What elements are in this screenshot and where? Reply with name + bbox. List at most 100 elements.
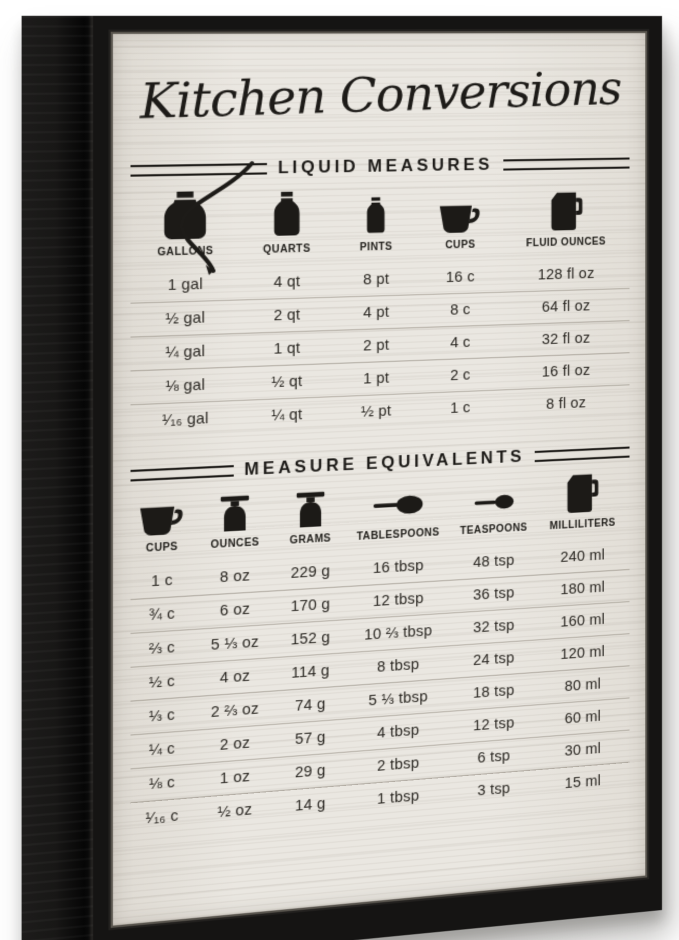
column-header: CUPS	[418, 203, 501, 252]
table-cell: 4 pt	[363, 303, 390, 322]
table-cell: 180 ml	[560, 578, 606, 598]
table-cell: 18 tsp	[473, 682, 515, 702]
section-heading: LIQUID MEASURES	[277, 155, 493, 178]
table-cell: 4 oz	[219, 667, 251, 687]
icon-row: GALLONS QUARTS PINTS CUPS FLUID OUNCES	[131, 183, 630, 260]
pint-bottle-icon	[366, 196, 387, 235]
table-cell: ⅓ c	[148, 706, 176, 726]
table-cell: 5 ⅓ tbsp	[368, 688, 428, 710]
table-cell: 60 ml	[564, 708, 601, 728]
table-cell: 2 pt	[363, 336, 390, 355]
heading-rule-right	[535, 446, 630, 463]
table-cell: ¼ qt	[271, 406, 303, 425]
table-cell: 1 pt	[363, 369, 390, 388]
column-label: QUARTS	[263, 243, 311, 256]
column-header: OUNCES	[193, 493, 276, 552]
column-header: QUARTS	[240, 190, 334, 257]
column-header: PINTS	[333, 196, 418, 255]
column-label: GALLONS	[157, 245, 214, 259]
table-cell: 16 tbsp	[372, 557, 424, 577]
table-cell: ⅛ gal	[165, 376, 206, 395]
picture-frame: Kitchen Conversions LIQUID MEASURES GALL…	[21, 15, 663, 940]
poster-title: Kitchen Conversions	[139, 60, 622, 130]
table-cell: ⅔ c	[148, 639, 176, 658]
table-cell: ½ gal	[165, 309, 206, 328]
table-cell: 1 qt	[273, 339, 301, 358]
table-cell: 1 gal	[167, 275, 204, 294]
table-cell: 229 g	[290, 562, 331, 582]
table-cell: 3 tsp	[477, 779, 511, 800]
table-cell: 2 tbsp	[377, 754, 420, 775]
frame-left-edge	[21, 15, 94, 940]
table-cell: 128 fl oz	[537, 265, 595, 284]
table-cell: 120 ml	[560, 643, 606, 663]
conversion-table: 1 c 8 oz 229 g 16 tbsp 48 tsp 240 ml ¾ c 6 oz 17…	[130, 538, 630, 837]
table-cell: 48 tsp	[473, 552, 515, 571]
table-cell: 8 oz	[219, 567, 251, 586]
table-cell: 1 c	[450, 399, 471, 417]
table-cell: 16 fl oz	[541, 362, 591, 381]
kitchen-scale-icon	[217, 494, 254, 532]
table-cell: 240 ml	[560, 546, 606, 566]
column-label: OUNCES	[210, 536, 260, 552]
gallon-jug-icon	[160, 190, 210, 240]
column-label: FLUID OUNCES	[525, 236, 606, 250]
section-liquid-measures: LIQUID MEASURES GALLONS QUARTS PINTS CUPS FL…	[130, 153, 630, 439]
table-cell: ¹⁄₁₆ gal	[162, 410, 209, 429]
table-cell: 152 g	[290, 628, 331, 649]
column-header: TEASPOONS	[452, 492, 536, 537]
table-cell: 160 ml	[560, 611, 606, 631]
conversion-table: 1 gal 4 qt 8 pt 16 c 128 fl oz ½ gal 2 qt 4 pt 8…	[130, 257, 630, 439]
table-cell: 80 ml	[564, 675, 601, 695]
table-cell: 2 oz	[219, 734, 251, 754]
teaspoon-icon	[473, 494, 514, 519]
icon-row: CUPS OUNCES GRAMS TABLESPOONS TEASPOONS MILLI…	[131, 472, 630, 556]
table-cell: 1 c	[151, 571, 173, 590]
table-cell: 16 c	[445, 268, 475, 286]
quart-bottle-icon	[271, 191, 302, 237]
column-label: PINTS	[359, 241, 393, 254]
table-cell: 114 g	[291, 662, 330, 682]
table-cell: 74 g	[295, 695, 326, 715]
column-header: TABLESPOONS	[344, 493, 452, 544]
table-cell: 2 ⅔ oz	[210, 700, 260, 721]
tablespoon-icon	[373, 494, 424, 523]
table-cell: ¹⁄₁₆ c	[145, 807, 179, 827]
table-cell: ½ pt	[360, 402, 392, 421]
table-cell: 4 tbsp	[377, 721, 420, 742]
table-cell: 8 fl oz	[546, 394, 587, 413]
table-cell: 57 g	[295, 728, 326, 748]
table-cell: 170 g	[290, 595, 331, 615]
table-cell: 12 tsp	[473, 714, 515, 735]
table-cell: 8 pt	[363, 270, 390, 289]
table-cell: 6 tsp	[477, 747, 511, 767]
table-cell: ½ qt	[271, 372, 303, 391]
table-cell: 10 ⅔ tbsp	[364, 622, 433, 644]
heading-rule-left	[130, 162, 268, 177]
kitchen-scale-icon	[292, 491, 328, 528]
column-label: CUPS	[145, 541, 178, 555]
cup-icon	[139, 504, 184, 537]
table-cell: 1 tbsp	[377, 787, 420, 808]
table-cell: 2 qt	[273, 306, 301, 324]
section-measure-equivalents: MEASURE EQUIVALENTS CUPS OUNCES GRAMS TABLE…	[130, 443, 630, 837]
heading-rule-right	[503, 157, 630, 171]
table-cell: 6 oz	[219, 600, 251, 620]
table-cell: ⅛ c	[148, 773, 176, 793]
table-cell: 8 c	[450, 301, 471, 319]
column-header: GRAMS	[276, 490, 344, 548]
column-label: TABLESPOONS	[356, 527, 440, 544]
table-cell: 2 c	[450, 366, 471, 384]
table-cell: 30 ml	[564, 740, 601, 760]
table-cell: 4 qt	[273, 273, 301, 291]
table-cell: 32 fl oz	[541, 329, 591, 348]
section-heading-row: LIQUID MEASURES	[130, 153, 630, 180]
table-cell: 32 tsp	[473, 617, 515, 637]
table-cell: 5 ⅓ oz	[210, 633, 260, 654]
column-label: TEASPOONS	[459, 522, 528, 538]
table-cell: 64 fl oz	[541, 297, 591, 316]
heading-rule-left	[130, 465, 234, 482]
table-cell: ¼ c	[148, 740, 176, 760]
